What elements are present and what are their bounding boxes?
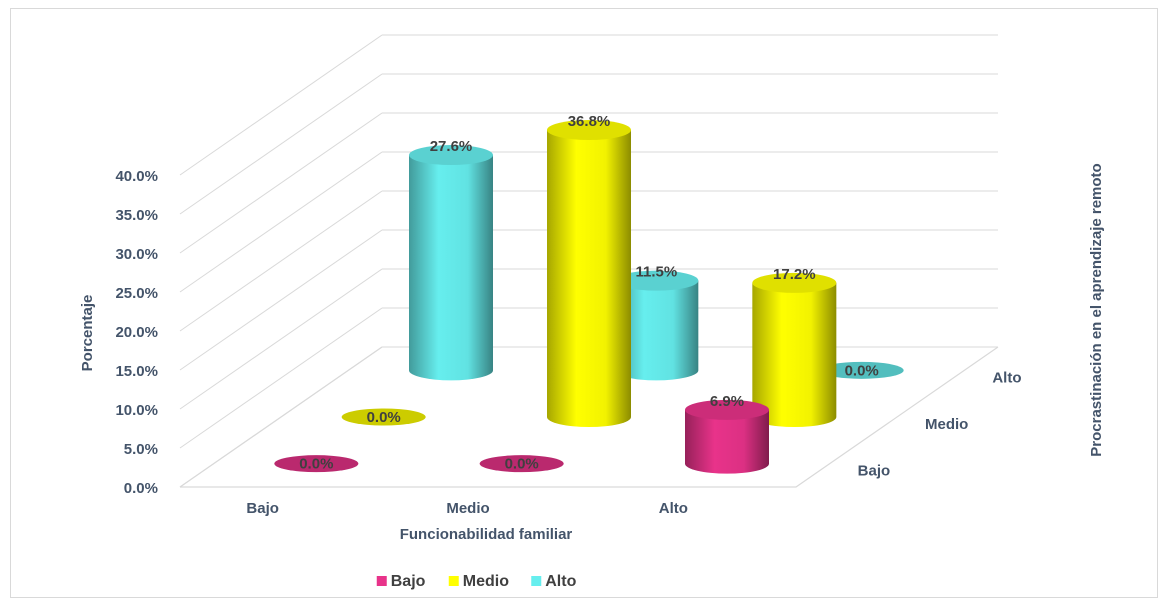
legend-item: Alto [531, 573, 577, 590]
cylinder-bar [685, 399, 769, 474]
cylinder-bar [819, 361, 904, 379]
z-tick-label: Medio [925, 416, 968, 433]
data-label: 27.6% [430, 138, 473, 155]
legend-item: Bajo [376, 573, 426, 590]
data-label: 0.0% [505, 456, 539, 473]
z-tick-label: Bajo [858, 463, 891, 480]
cylinder-bar [274, 455, 359, 473]
legend-label: Medio [463, 573, 509, 590]
cylinder-disc [341, 408, 426, 426]
x-axis-title: Funcionabilidad familiar [400, 526, 573, 543]
legend-item: Medio [448, 573, 509, 590]
gridline-side [179, 73, 383, 215]
y-tick-label: 30.0% [115, 246, 158, 263]
gridline-side [179, 268, 383, 410]
data-label: 6.9% [710, 393, 744, 410]
cylinder-bars [274, 119, 904, 474]
cylinder-body [752, 282, 837, 427]
gridline-side [179, 229, 383, 371]
data-label: 0.0% [845, 362, 879, 379]
cylinder-body [409, 155, 493, 381]
data-label: 0.0% [367, 409, 401, 426]
legend: Bajo Medio Alto [376, 573, 577, 590]
cylinder-bar [547, 119, 631, 427]
cylinder-bar [614, 270, 699, 381]
y-tick-label: 35.0% [115, 207, 158, 224]
gridline-side [179, 151, 383, 293]
cylinder-bar [341, 408, 426, 426]
z-tick-label: Alto [992, 369, 1021, 386]
y-axis-title: Porcentaje [79, 295, 96, 372]
legend-swatch [448, 576, 459, 586]
cylinder-top [614, 270, 699, 291]
cylinder-body [614, 280, 699, 381]
gridline-side [179, 307, 383, 449]
y-tick-label: 15.0% [115, 363, 158, 380]
cylinder-bar [409, 145, 493, 381]
chart-frame [10, 8, 1158, 598]
data-label: 17.2% [773, 266, 816, 283]
floor-edge-left [179, 346, 383, 488]
cylinder-bar [479, 455, 564, 473]
cylinder-disc [819, 361, 904, 379]
gridline-side [179, 190, 383, 332]
floor-edge [180, 346, 999, 488]
legend-label: Alto [545, 573, 576, 590]
data-labels: 27.6% 11.5% 0.0% 0.0% 36.8% 17.2% 0.0% 0.0% 6.9% [299, 113, 879, 473]
data-label: 36.8% [568, 113, 611, 130]
x-tick-label: Medio [446, 500, 489, 517]
cylinder-top [752, 272, 837, 293]
y-tick-labels: 0.0% 5.0% 10.0% 15.0% 20.0% 25.0% 30.0% 35.0% 40… [115, 168, 158, 497]
z-axis-title: Procrastinación en el aprendizaje remoto [1088, 163, 1105, 456]
y-tick-label: 0.0% [124, 480, 158, 497]
y-tick-label: 10.0% [115, 402, 158, 419]
cylinder-body [547, 129, 631, 427]
cylinder-disc [274, 455, 359, 473]
y-tick-label: 5.0% [124, 441, 158, 458]
z-tick-labels: Bajo Medio Alto [858, 369, 1022, 479]
data-label: 11.5% [635, 264, 677, 281]
y-tick-label: 25.0% [115, 285, 158, 302]
x-tick-label: Bajo [246, 500, 279, 517]
y-tick-label: 20.0% [115, 324, 158, 341]
x-tick-labels: Bajo Medio Alto [246, 500, 688, 517]
legend-swatch [376, 576, 387, 586]
data-label: 0.0% [299, 456, 333, 473]
y-tick-label: 40.0% [115, 168, 158, 185]
legend-label: Bajo [391, 573, 426, 590]
gridline-side [179, 34, 383, 176]
gridline-side [179, 112, 383, 254]
cylinder-top [547, 119, 631, 140]
cylinder-disc [479, 455, 564, 473]
cylinder-bar [752, 272, 837, 427]
cylinder-top [409, 145, 493, 166]
cylinder-body [685, 409, 769, 474]
legend-swatch [531, 576, 542, 586]
cylinder-top [685, 399, 769, 420]
x-tick-label: Alto [659, 500, 688, 517]
